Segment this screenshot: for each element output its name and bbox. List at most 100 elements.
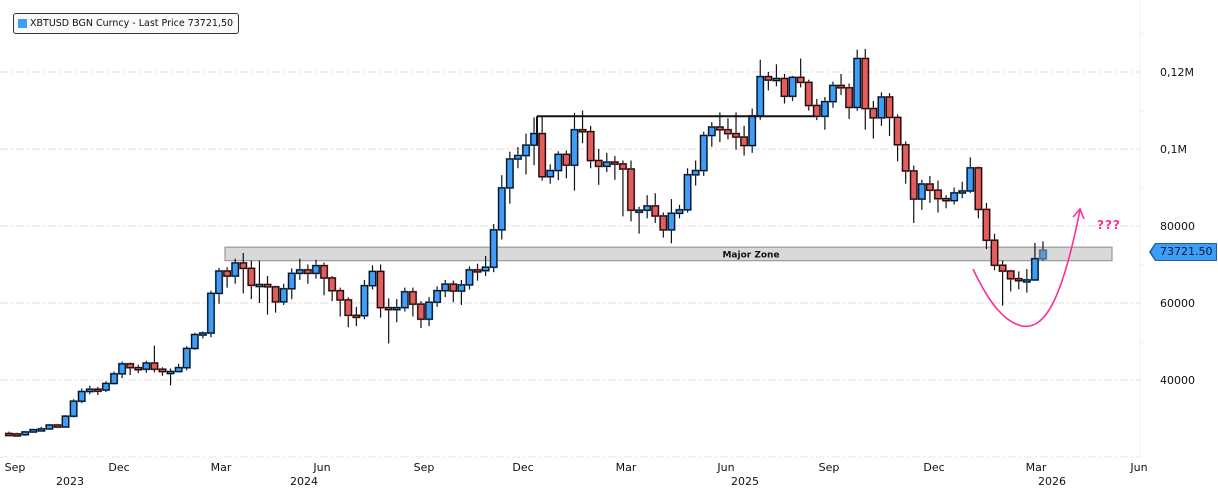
- candle: [312, 265, 320, 275]
- candle: [861, 57, 870, 110]
- month-tick-label: Mar: [616, 461, 637, 474]
- candle: [926, 183, 934, 191]
- candle: [514, 154, 522, 160]
- candle: [215, 270, 223, 295]
- candle: [602, 161, 611, 167]
- candle: [207, 292, 215, 334]
- candle: [546, 169, 555, 178]
- candle: [869, 107, 878, 119]
- candle: [5, 432, 13, 437]
- candle: [182, 347, 191, 369]
- candle: [53, 424, 62, 428]
- time-axis: Sep Dec Mar Jun Sep Dec Mar Jun Sep Dec Mar Jun 2023…: [5, 461, 1148, 488]
- month-tick-label: Mar: [1026, 461, 1047, 474]
- candle: [77, 390, 86, 402]
- candle: [538, 132, 546, 178]
- candle: [982, 208, 991, 241]
- candle: [683, 174, 692, 211]
- month-tick-label: Sep: [414, 461, 435, 474]
- arc-arrowhead-icon: [1072, 207, 1085, 220]
- candle: [45, 424, 54, 430]
- candle: [13, 433, 21, 437]
- candle: [441, 283, 450, 292]
- candle: [699, 134, 708, 172]
- candle: [190, 333, 199, 350]
- candle: [497, 187, 506, 231]
- candle: [433, 290, 441, 303]
- candle: [627, 168, 635, 211]
- candle: [352, 314, 361, 318]
- candle: [578, 129, 587, 133]
- candle: [239, 262, 248, 269]
- candle: [619, 163, 627, 170]
- last-price-tag: 73721.50: [1149, 243, 1217, 261]
- candle: [829, 84, 837, 103]
- candle: [344, 299, 353, 316]
- candle: [392, 306, 401, 311]
- candle: [506, 158, 514, 189]
- candle: [780, 77, 789, 97]
- candle: [255, 283, 264, 288]
- price-tick-label: 0,12M: [1160, 66, 1194, 79]
- candle: [174, 367, 183, 373]
- candle: [279, 288, 288, 303]
- candle: [740, 136, 748, 147]
- candle: [465, 269, 474, 286]
- candle: [457, 284, 466, 292]
- candle: [134, 367, 143, 371]
- candle: [732, 132, 740, 138]
- candle: [675, 209, 684, 214]
- candle: [901, 144, 910, 172]
- candle: [231, 262, 239, 277]
- candle: [247, 267, 256, 286]
- candle: [554, 153, 563, 172]
- price-tick-label: 80000: [1160, 220, 1195, 233]
- candle: [885, 96, 894, 119]
- candles: [4, 48, 1048, 437]
- candle: [909, 170, 918, 200]
- candle: [837, 84, 845, 89]
- candle: [409, 291, 417, 305]
- month-tick-label: Jun: [716, 461, 734, 474]
- candle: [29, 429, 38, 433]
- candle: [376, 270, 385, 309]
- candle: [853, 57, 862, 109]
- candle: [893, 116, 902, 146]
- candle: [1006, 270, 1015, 280]
- candle: [821, 100, 829, 117]
- candle: [417, 303, 425, 320]
- candle: [611, 161, 619, 165]
- candle: [659, 215, 668, 231]
- candle: [804, 81, 813, 107]
- candle: [158, 368, 167, 373]
- gridlines: [0, 71, 1140, 458]
- candle: [934, 189, 942, 200]
- candle: [384, 306, 393, 311]
- candle: [756, 75, 765, 117]
- candle: [304, 269, 312, 275]
- candle: [368, 270, 377, 287]
- question-marks: ???: [1097, 218, 1121, 232]
- month-tick-label: Sep: [819, 461, 840, 474]
- candle: [586, 131, 595, 162]
- candle: [764, 75, 773, 81]
- projected-arc: [972, 209, 1081, 328]
- major-zone-label: Major Zone: [722, 250, 779, 260]
- year-tick-label: 2023: [56, 475, 84, 488]
- candle: [336, 290, 345, 301]
- candle: [489, 229, 498, 268]
- candle: [998, 264, 1007, 272]
- series-color-swatch: [18, 19, 27, 28]
- month-tick-label: Jun: [1129, 461, 1147, 474]
- candle: [1031, 258, 1039, 281]
- month-tick-label: Sep: [5, 461, 26, 474]
- candle: [1023, 279, 1031, 283]
- month-tick-label: Dec: [923, 461, 944, 474]
- candle: [61, 415, 70, 428]
- month-tick-label: Dec: [512, 461, 533, 474]
- candle: [126, 363, 134, 369]
- legend-label: XBTUSD BGN Curncy - Last Price 73721,50: [30, 18, 234, 29]
- candle: [102, 382, 110, 391]
- candle: [942, 198, 950, 202]
